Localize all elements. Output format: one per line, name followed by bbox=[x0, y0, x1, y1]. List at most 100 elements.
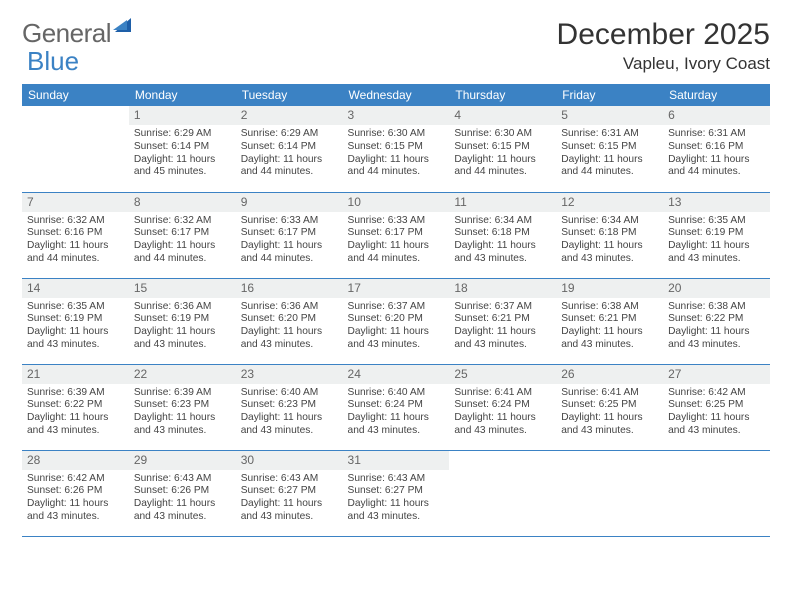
day-number: 25 bbox=[449, 365, 556, 384]
calendar-cell bbox=[556, 450, 663, 536]
day-number: 17 bbox=[343, 279, 450, 298]
day-info: Sunrise: 6:34 AMSunset: 6:18 PMDaylight:… bbox=[454, 215, 551, 266]
calendar-cell: 1Sunrise: 6:29 AMSunset: 6:14 PMDaylight… bbox=[129, 106, 236, 192]
day-number: 31 bbox=[343, 451, 450, 470]
calendar-cell: 28 Sunrise: 6:42 AMSunset: 6:26 PMDayligh… bbox=[22, 450, 129, 536]
calendar-cell: 25 Sunrise: 6:41 AMSunset: 6:24 PMDayligh… bbox=[449, 364, 556, 450]
day-number: 30 bbox=[236, 451, 343, 470]
day-number: 5 bbox=[556, 106, 663, 125]
header: General December 2025 Vapleu, Ivory Coas… bbox=[22, 18, 770, 74]
day-header: Monday bbox=[129, 84, 236, 106]
day-header: Friday bbox=[556, 84, 663, 106]
day-header: Thursday bbox=[449, 84, 556, 106]
calendar-cell: 7 Sunrise: 6:32 AMSunset: 6:16 PMDaylight… bbox=[22, 192, 129, 278]
day-number: 11 bbox=[449, 193, 556, 212]
day-info: Sunrise: 6:35 AMSunset: 6:19 PMDaylight:… bbox=[668, 215, 765, 266]
calendar-cell: 15 Sunrise: 6:36 AMSunset: 6:19 PMDayligh… bbox=[129, 278, 236, 364]
month-title: December 2025 bbox=[557, 18, 770, 52]
calendar-cell bbox=[663, 450, 770, 536]
day-number: 28 bbox=[22, 451, 129, 470]
day-info: Sunrise: 6:41 AMSunset: 6:24 PMDaylight:… bbox=[454, 387, 551, 438]
day-number: 8 bbox=[129, 193, 236, 212]
calendar-cell bbox=[22, 106, 129, 192]
calendar-cell: 14 Sunrise: 6:35 AMSunset: 6:19 PMDayligh… bbox=[22, 278, 129, 364]
calendar-cell bbox=[449, 450, 556, 536]
day-info: Sunrise: 6:33 AMSunset: 6:17 PMDaylight:… bbox=[348, 215, 445, 266]
day-info: Sunrise: 6:35 AMSunset: 6:19 PMDaylight:… bbox=[27, 301, 124, 352]
day-info: Sunrise: 6:39 AMSunset: 6:23 PMDaylight:… bbox=[134, 387, 231, 438]
day-header: Saturday bbox=[663, 84, 770, 106]
day-info: Sunrise: 6:34 AMSunset: 6:18 PMDaylight:… bbox=[561, 215, 658, 266]
day-info: Sunrise: 6:38 AMSunset: 6:22 PMDaylight:… bbox=[668, 301, 765, 352]
day-number: 18 bbox=[449, 279, 556, 298]
logo: General bbox=[22, 18, 135, 49]
logo-sail-icon bbox=[113, 12, 135, 43]
calendar-cell: 13 Sunrise: 6:35 AMSunset: 6:19 PMDayligh… bbox=[663, 192, 770, 278]
day-info: Sunrise: 6:43 AMSunset: 6:26 PMDaylight:… bbox=[134, 473, 231, 524]
day-number: 4 bbox=[449, 106, 556, 125]
day-info: Sunrise: 6:43 AMSunset: 6:27 PMDaylight:… bbox=[348, 473, 445, 524]
logo-text-blue: Blue bbox=[27, 46, 79, 77]
day-number: 29 bbox=[129, 451, 236, 470]
day-number: 24 bbox=[343, 365, 450, 384]
calendar-cell: 23 Sunrise: 6:40 AMSunset: 6:23 PMDayligh… bbox=[236, 364, 343, 450]
day-header: Wednesday bbox=[343, 84, 450, 106]
day-info: Sunrise: 6:43 AMSunset: 6:27 PMDaylight:… bbox=[241, 473, 338, 524]
day-number: 26 bbox=[556, 365, 663, 384]
day-info: Sunrise: 6:36 AMSunset: 6:19 PMDaylight:… bbox=[134, 301, 231, 352]
day-number: 7 bbox=[22, 193, 129, 212]
day-header-row: SundayMondayTuesdayWednesdayThursdayFrid… bbox=[22, 84, 770, 106]
day-info: Sunrise: 6:29 AMSunset: 6:14 PMDaylight:… bbox=[241, 128, 338, 179]
day-info: Sunrise: 6:40 AMSunset: 6:23 PMDaylight:… bbox=[241, 387, 338, 438]
day-info: Sunrise: 6:29 AMSunset: 6:14 PMDaylight:… bbox=[134, 128, 231, 179]
calendar-cell: 16 Sunrise: 6:36 AMSunset: 6:20 PMDayligh… bbox=[236, 278, 343, 364]
calendar-cell: 10Sunrise: 6:33 AMSunset: 6:17 PMDayligh… bbox=[343, 192, 450, 278]
day-number: 9 bbox=[236, 193, 343, 212]
day-info: Sunrise: 6:42 AMSunset: 6:25 PMDaylight:… bbox=[668, 387, 765, 438]
day-number: 2 bbox=[236, 106, 343, 125]
calendar-row: 28 Sunrise: 6:42 AMSunset: 6:26 PMDayligh… bbox=[22, 450, 770, 536]
day-info: Sunrise: 6:32 AMSunset: 6:16 PMDaylight:… bbox=[27, 215, 124, 266]
day-number: 14 bbox=[22, 279, 129, 298]
calendar-cell: 3 Sunrise: 6:30 AMSunset: 6:15 PMDaylight… bbox=[343, 106, 450, 192]
calendar-cell: 26 Sunrise: 6:41 AMSunset: 6:25 PMDayligh… bbox=[556, 364, 663, 450]
day-number: 22 bbox=[129, 365, 236, 384]
calendar-cell: 18 Sunrise: 6:37 AMSunset: 6:21 PMDayligh… bbox=[449, 278, 556, 364]
calendar-cell: 29 Sunrise: 6:43 AMSunset: 6:26 PMDayligh… bbox=[129, 450, 236, 536]
calendar-cell: 8 Sunrise: 6:32 AMSunset: 6:17 PMDaylight… bbox=[129, 192, 236, 278]
day-info: Sunrise: 6:37 AMSunset: 6:21 PMDaylight:… bbox=[454, 301, 551, 352]
calendar-cell: 2 Sunrise: 6:29 AMSunset: 6:14 PMDaylight… bbox=[236, 106, 343, 192]
day-info: Sunrise: 6:36 AMSunset: 6:20 PMDaylight:… bbox=[241, 301, 338, 352]
day-number: 13 bbox=[663, 193, 770, 212]
calendar-cell: 19Sunrise: 6:38 AMSunset: 6:21 PMDayligh… bbox=[556, 278, 663, 364]
day-info: Sunrise: 6:41 AMSunset: 6:25 PMDaylight:… bbox=[561, 387, 658, 438]
day-header: Sunday bbox=[22, 84, 129, 106]
day-info: Sunrise: 6:32 AMSunset: 6:17 PMDaylight:… bbox=[134, 215, 231, 266]
day-info: Sunrise: 6:39 AMSunset: 6:22 PMDaylight:… bbox=[27, 387, 124, 438]
day-number: 3 bbox=[343, 106, 450, 125]
day-info: Sunrise: 6:30 AMSunset: 6:15 PMDaylight:… bbox=[454, 128, 551, 179]
title-block: December 2025 Vapleu, Ivory Coast bbox=[557, 18, 770, 74]
day-number: 20 bbox=[663, 279, 770, 298]
calendar-cell: 5Sunrise: 6:31 AMSunset: 6:15 PMDaylight… bbox=[556, 106, 663, 192]
calendar-cell: 12 Sunrise: 6:34 AMSunset: 6:18 PMDayligh… bbox=[556, 192, 663, 278]
calendar-cell: 20 Sunrise: 6:38 AMSunset: 6:22 PMDayligh… bbox=[663, 278, 770, 364]
day-number: 23 bbox=[236, 365, 343, 384]
day-number: 12 bbox=[556, 193, 663, 212]
day-number: 19 bbox=[556, 279, 663, 298]
day-info: Sunrise: 6:40 AMSunset: 6:24 PMDaylight:… bbox=[348, 387, 445, 438]
calendar-cell: 21Sunrise: 6:39 AMSunset: 6:22 PMDayligh… bbox=[22, 364, 129, 450]
day-info: Sunrise: 6:30 AMSunset: 6:15 PMDaylight:… bbox=[348, 128, 445, 179]
calendar-table: SundayMondayTuesdayWednesdayThursdayFrid… bbox=[22, 84, 770, 537]
day-number: 16 bbox=[236, 279, 343, 298]
location: Vapleu, Ivory Coast bbox=[557, 54, 770, 74]
day-number: 27 bbox=[663, 365, 770, 384]
logo-text-general: General bbox=[22, 18, 111, 49]
day-header: Tuesday bbox=[236, 84, 343, 106]
calendar-cell: 9Sunrise: 6:33 AMSunset: 6:17 PMDaylight… bbox=[236, 192, 343, 278]
calendar-row: 21Sunrise: 6:39 AMSunset: 6:22 PMDayligh… bbox=[22, 364, 770, 450]
day-info: Sunrise: 6:37 AMSunset: 6:20 PMDaylight:… bbox=[348, 301, 445, 352]
calendar-cell: 24 Sunrise: 6:40 AMSunset: 6:24 PMDayligh… bbox=[343, 364, 450, 450]
day-number: 15 bbox=[129, 279, 236, 298]
day-info: Sunrise: 6:42 AMSunset: 6:26 PMDaylight:… bbox=[27, 473, 124, 524]
